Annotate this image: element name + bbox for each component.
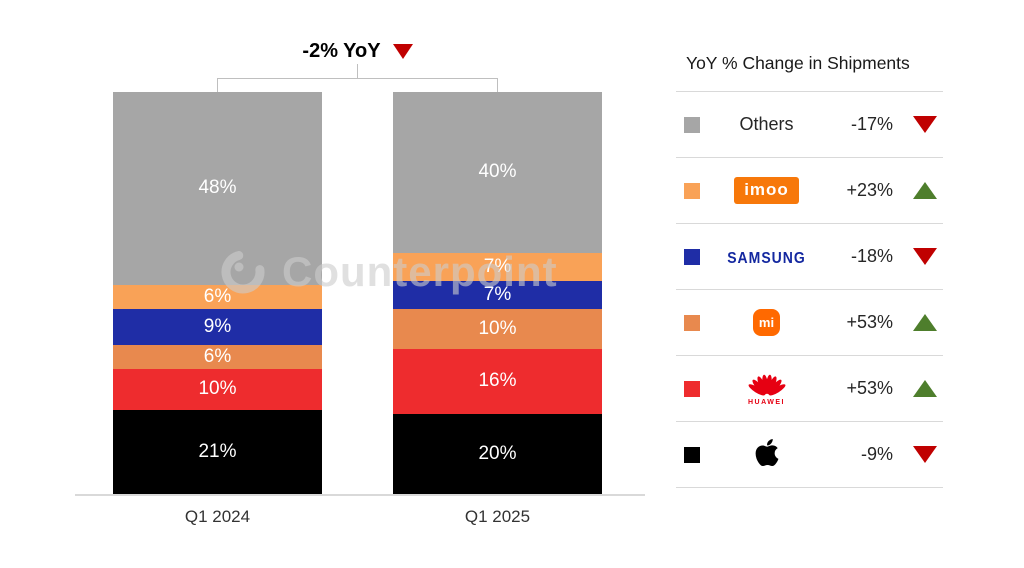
legend-color-swatch xyxy=(684,182,700,199)
segment-value-label: 6% xyxy=(203,346,232,368)
legend-logo-cell: SAMSUNG xyxy=(700,247,833,266)
legend-row-others: Others -17% xyxy=(676,92,943,157)
legend-arrow-cell xyxy=(913,248,937,265)
yoy-change-value: -9% xyxy=(860,444,893,464)
legend-color-swatch xyxy=(684,380,700,397)
legend-arrow-cell xyxy=(913,182,937,199)
legend-color-swatch xyxy=(684,248,700,265)
bar-segment-others: 48% xyxy=(113,92,322,285)
legend-arrow-cell xyxy=(913,446,937,463)
category-label: Q1 2024 xyxy=(184,507,251,526)
bar-segment-samsung: 9% xyxy=(113,309,322,346)
legend-color-swatch xyxy=(684,314,700,331)
bracket-line xyxy=(357,64,358,78)
down-arrow-icon xyxy=(913,446,937,463)
samsung-logo: SAMSUNG xyxy=(727,247,806,266)
bar-segment-xiaomi: 6% xyxy=(113,345,322,370)
bar-segment-samsung: 7% xyxy=(393,280,602,310)
legend-row-imoo: imoo +23% xyxy=(676,157,943,223)
bar-segment-apple: 20% xyxy=(393,413,602,494)
bar-segment-others: 40% xyxy=(393,92,602,253)
legend-rows: Others -17% imoo +23% SAMSUNG -18% mi +53% HUAWE… xyxy=(676,91,943,488)
segment-value-label: 7% xyxy=(483,283,512,305)
segment-value-label: 16% xyxy=(478,370,517,392)
yoy-total-change-title: -2% YoY xyxy=(217,40,498,63)
legend-logo-cell xyxy=(700,437,833,473)
bar-segment-imoo: 7% xyxy=(393,252,602,281)
segment-value-label: 20% xyxy=(478,442,517,464)
category-label: Q1 2025 xyxy=(464,507,531,526)
bar-segment-apple: 21% xyxy=(113,409,322,494)
legend-color-swatch xyxy=(684,116,700,133)
apple-logo-icon xyxy=(755,438,778,466)
segment-value-label: 10% xyxy=(198,378,237,400)
legend-logo-cell: HUAWEI xyxy=(700,372,833,406)
legend-row-huawei: HUAWEI +53% xyxy=(676,355,943,421)
down-arrow-icon xyxy=(913,116,937,133)
yoy-down-arrow-icon xyxy=(392,44,413,59)
segment-value-label: 48% xyxy=(198,177,237,199)
huawei-wordmark: HUAWEI xyxy=(748,398,785,406)
segment-value-label: 7% xyxy=(483,255,512,277)
legend-color-swatch xyxy=(684,446,700,463)
segment-value-label: 10% xyxy=(478,318,517,340)
bar-segment-imoo: 6% xyxy=(113,284,322,310)
down-arrow-icon xyxy=(913,248,937,265)
legend-panel: YoY % Change in Shipments Others -17% imoo… xyxy=(676,36,943,488)
bar-segment-huawei: 10% xyxy=(113,369,322,410)
xiaomi-logo: mi xyxy=(753,309,780,336)
segment-value-label: 21% xyxy=(198,440,237,462)
bracket-line xyxy=(217,78,218,92)
yoy-change-value: +53% xyxy=(846,312,893,332)
others-logo: Others xyxy=(739,114,794,134)
legend-row-samsung: SAMSUNG -18% xyxy=(676,223,943,289)
legend-logo-cell: imoo xyxy=(700,177,833,204)
imoo-logo: imoo xyxy=(734,177,799,204)
yoy-total-change-label: -2% YoY xyxy=(302,40,381,62)
legend-logo-cell: mi xyxy=(700,309,833,336)
segment-value-label: 6% xyxy=(203,286,232,307)
yoy-change-value: +53% xyxy=(846,378,893,398)
apple-logo xyxy=(755,437,779,473)
up-arrow-icon xyxy=(913,182,937,199)
yoy-change-value: -18% xyxy=(850,246,893,266)
stacked-bar: 40% 7% 7% 10% 16% 20% xyxy=(393,92,602,494)
stacked-bar: 48% 6% 9% 6% 10% 21% xyxy=(113,92,322,494)
segment-value-label: 9% xyxy=(203,316,232,338)
x-axis-line xyxy=(75,494,645,496)
legend-arrow-cell xyxy=(913,380,937,397)
up-arrow-icon xyxy=(913,314,937,331)
legend-logo-cell: Others xyxy=(700,114,833,135)
yoy-change-value: -17% xyxy=(850,114,893,134)
legend-arrow-cell xyxy=(913,116,937,133)
bracket-line xyxy=(497,78,498,92)
huawei-flower-icon xyxy=(748,374,785,395)
legend-row-apple: -9% xyxy=(676,421,943,487)
bar-segment-xiaomi: 10% xyxy=(393,309,602,350)
legend-header: YoY % Change in Shipments xyxy=(686,53,910,73)
bracket-line xyxy=(217,78,498,79)
legend-arrow-cell xyxy=(913,314,937,331)
bar-segment-huawei: 16% xyxy=(393,349,602,414)
yoy-change-value: +23% xyxy=(846,180,893,200)
up-arrow-icon xyxy=(913,380,937,397)
legend-row-xiaomi: mi +53% xyxy=(676,289,943,355)
huawei-logo: HUAWEI xyxy=(747,372,787,406)
segment-value-label: 40% xyxy=(478,161,517,183)
